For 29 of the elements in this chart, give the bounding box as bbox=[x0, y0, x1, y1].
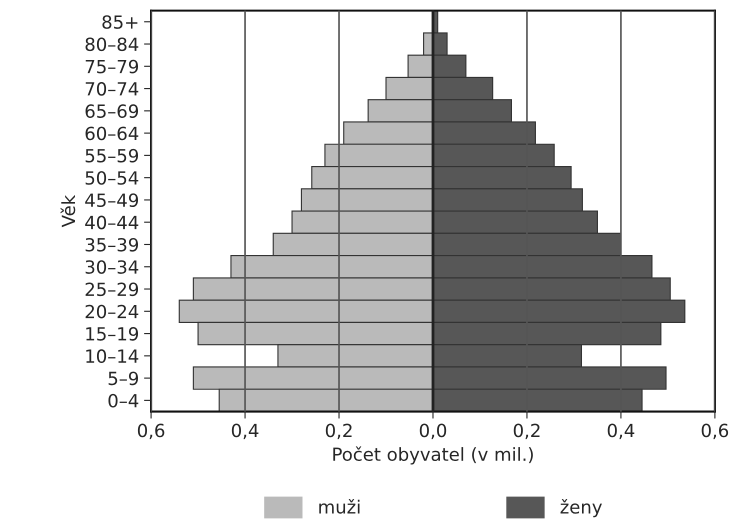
y-tick-label: 35–39 bbox=[86, 238, 138, 252]
x-tick-label: 0,2 bbox=[326, 424, 352, 440]
y-tick-label: 75–79 bbox=[86, 60, 138, 74]
y-tick-label: 70–74 bbox=[86, 82, 138, 96]
x-tick-label: 0,0 bbox=[420, 424, 446, 440]
x-tick-label: 0,2 bbox=[514, 424, 540, 440]
y-tick-label: 85+ bbox=[102, 15, 138, 29]
x-tick-label: 0,6 bbox=[702, 424, 728, 440]
y-tick-label: 80–84 bbox=[86, 37, 138, 52]
y-tick-label: 30–34 bbox=[86, 260, 138, 274]
y-tick-label: 5–9 bbox=[108, 372, 138, 386]
legend-label: ženy bbox=[560, 499, 602, 518]
y-tick-label: 10–14 bbox=[86, 349, 138, 363]
y-tick-label: 55–59 bbox=[86, 148, 138, 163]
y-tick-label: 45–49 bbox=[85, 193, 138, 208]
x-tick-label: 0,4 bbox=[232, 424, 258, 440]
y-tick-label: 65–69 bbox=[86, 104, 138, 118]
y-tick-label: 40–44 bbox=[85, 216, 138, 230]
y-tick-label: 15–19 bbox=[86, 327, 138, 341]
x-axis-title: Počet obyvatel (v mil.) bbox=[333, 446, 533, 465]
y-tick-label: 25–29 bbox=[86, 282, 138, 296]
y-tick-label: 0–4 bbox=[108, 394, 138, 408]
y-tick-label: 20–24 bbox=[86, 304, 138, 318]
legend-label: muži bbox=[319, 499, 360, 514]
y-tick-label: 60–64 bbox=[86, 126, 138, 140]
y-tick-label: 50–54 bbox=[86, 171, 138, 185]
y-axis-title: Věk bbox=[60, 194, 76, 228]
x-tick-label: 0,4 bbox=[608, 424, 634, 440]
x-tick-label: 0,6 bbox=[138, 424, 164, 440]
